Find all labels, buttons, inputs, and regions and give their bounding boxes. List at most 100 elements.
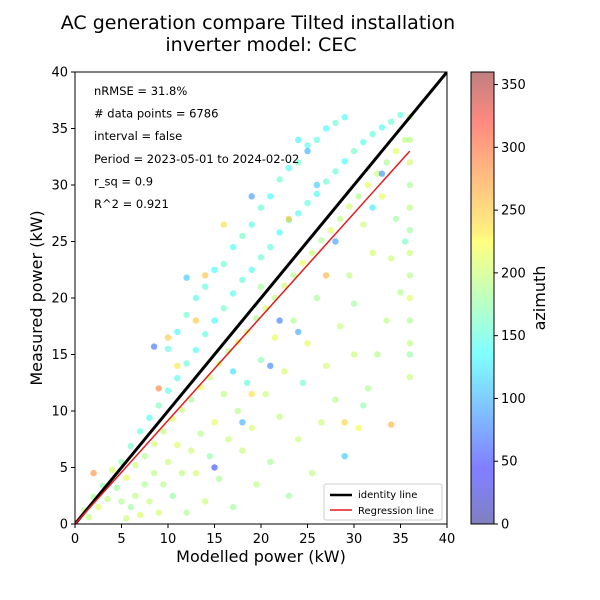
data-point xyxy=(132,462,139,469)
data-point xyxy=(295,159,302,166)
data-point xyxy=(322,125,330,132)
data-point xyxy=(202,272,209,279)
data-point xyxy=(183,274,190,281)
data-point xyxy=(332,168,339,175)
data-point xyxy=(253,481,260,488)
data-point xyxy=(374,170,381,177)
stats-annotation: r_sq = 0.9 xyxy=(94,174,153,188)
data-point xyxy=(267,193,274,200)
data-point xyxy=(183,311,190,319)
colorbar-tick-label: 0 xyxy=(501,518,509,533)
y-tick-label: 40 xyxy=(51,66,68,81)
data-point xyxy=(206,453,213,460)
data-point xyxy=(295,210,302,217)
data-point xyxy=(360,221,367,228)
data-point xyxy=(164,345,172,353)
data-point xyxy=(350,351,358,358)
data-point xyxy=(243,379,251,386)
stats-annotation: # data points = 6786 xyxy=(94,107,218,121)
data-point xyxy=(276,176,283,183)
data-point xyxy=(364,181,372,189)
data-point xyxy=(220,390,227,398)
data-point xyxy=(332,396,339,403)
x-tick-label: 5 xyxy=(117,532,125,547)
colorbar-gradient xyxy=(471,72,494,524)
data-point xyxy=(229,243,237,251)
data-point xyxy=(406,272,413,279)
data-point xyxy=(290,317,297,324)
colorbar-tick-label: 300 xyxy=(501,141,526,156)
data-point xyxy=(327,227,334,234)
data-point xyxy=(239,447,246,454)
colorbar-label: azimuth xyxy=(530,266,549,331)
data-point xyxy=(150,343,158,350)
data-point xyxy=(188,396,195,403)
data-point xyxy=(406,317,413,324)
data-point xyxy=(360,138,367,146)
data-point xyxy=(257,254,265,261)
data-point xyxy=(150,469,158,477)
data-point xyxy=(378,170,386,177)
data-point xyxy=(332,119,339,127)
colorbar-tick-label: 200 xyxy=(501,266,526,281)
y-tick-label: 30 xyxy=(51,179,68,194)
data-point xyxy=(378,124,386,131)
data-point xyxy=(234,407,241,415)
data-point xyxy=(378,193,386,200)
data-point xyxy=(202,283,209,290)
data-point xyxy=(313,190,320,198)
data-point xyxy=(248,266,255,273)
data-point xyxy=(164,334,172,341)
data-point xyxy=(211,464,218,471)
data-point xyxy=(127,442,134,450)
data-point xyxy=(336,323,344,330)
chart-title: AC generation compare Tilted installatio… xyxy=(61,12,455,34)
data-point xyxy=(85,514,93,521)
data-point xyxy=(285,492,293,499)
y-tick-label: 20 xyxy=(51,292,68,307)
data-point xyxy=(341,158,348,165)
stats-annotations: nRMSE = 31.8% # data points = 6786 interva… xyxy=(94,84,299,211)
data-point xyxy=(401,136,409,143)
data-point xyxy=(160,428,167,435)
legend: identity line Regression line xyxy=(323,483,443,521)
data-point xyxy=(350,300,358,307)
data-point xyxy=(160,481,167,488)
data-point xyxy=(304,142,311,149)
data-point xyxy=(155,385,162,392)
data-point xyxy=(192,469,200,477)
data-point xyxy=(276,229,283,236)
data-point xyxy=(229,290,237,297)
data-point xyxy=(392,215,400,223)
data-point xyxy=(388,421,395,428)
data-point xyxy=(136,428,144,435)
data-point xyxy=(211,317,218,324)
regression-line xyxy=(75,150,411,524)
data-point xyxy=(383,159,390,166)
data-point xyxy=(202,331,209,338)
y-tick-label: 10 xyxy=(51,405,68,420)
data-point xyxy=(285,215,293,223)
y-tick-label: 5 xyxy=(60,461,68,476)
data-point xyxy=(164,387,172,394)
data-point xyxy=(369,130,376,138)
data-point xyxy=(220,260,227,268)
data-point xyxy=(355,424,362,432)
y-axis-label: Measured power (kW) xyxy=(27,210,46,385)
x-tick-label: 25 xyxy=(299,532,316,547)
x-tick-label: 20 xyxy=(253,532,270,547)
stats-annotation: interval = false xyxy=(94,129,182,143)
data-point xyxy=(229,503,237,511)
data-point xyxy=(313,136,320,143)
data-point xyxy=(104,495,111,503)
x-tick-label: 15 xyxy=(206,532,223,547)
data-point xyxy=(388,118,395,125)
data-point xyxy=(155,509,162,516)
data-point xyxy=(178,406,186,414)
data-point xyxy=(346,272,353,279)
data-point xyxy=(374,351,381,358)
colorbar-frame xyxy=(470,71,495,525)
data-point xyxy=(146,414,153,421)
data-point xyxy=(322,362,330,369)
